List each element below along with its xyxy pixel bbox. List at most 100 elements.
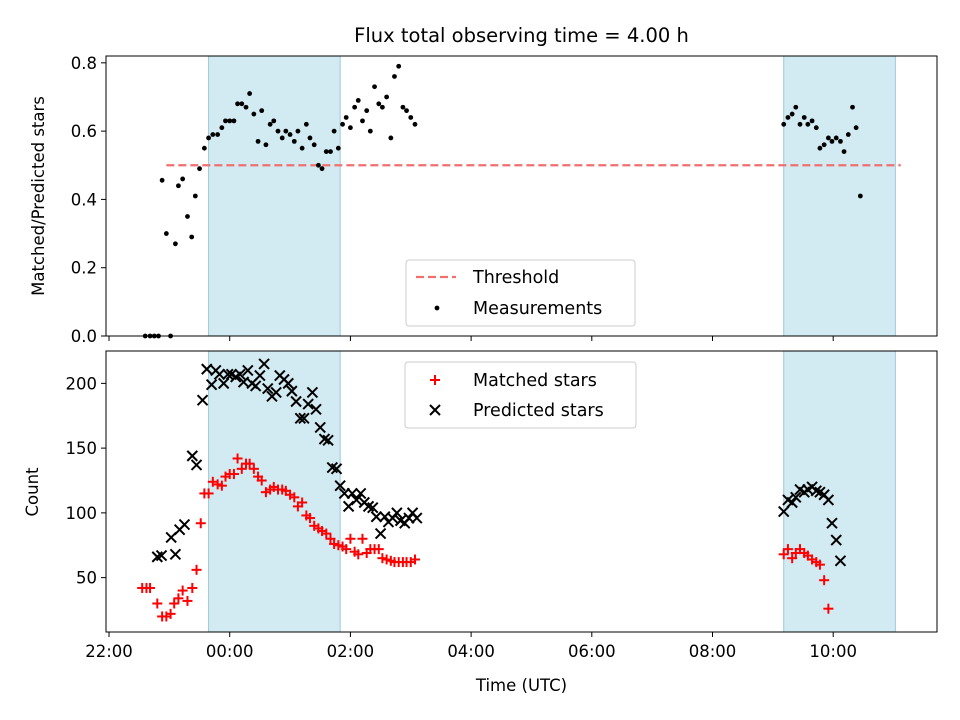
measurement-point [189,234,195,240]
predicted-star-point [810,485,823,497]
ratio-legend: Threshold Measurements [405,259,636,327]
legend-frame [404,361,637,429]
count-y-ticks: 50 100 150 200 [66,374,106,588]
measurement-point [825,135,831,141]
measurement-point [340,121,345,127]
predicted-star-point [234,368,246,381]
observing-span-1 [783,350,896,633]
measurement-point [263,142,269,148]
measurement-point [251,111,257,117]
legend-frame [405,259,636,327]
predicted-star-point [374,527,387,540]
measurement-point [275,128,281,134]
measurement-point [331,128,337,134]
measurement-point [352,104,358,110]
predicted-star-point [298,412,310,425]
predicted-star-point [830,534,842,546]
predicted-star-point [254,369,266,382]
predicted-star-point [222,368,234,381]
matched-star-point [173,593,184,604]
matched-star-point [187,582,198,593]
measurement-point [173,241,178,247]
measurement-point [201,145,207,151]
measurement-point [295,128,301,134]
legend-threshold-label: Threshold [472,268,559,288]
measurement-point [231,118,237,124]
legend-predicted-label: Predicted stars [473,401,604,421]
matched-star-point [353,549,364,560]
measurement-point [793,104,799,110]
predicted-star-point [190,459,203,471]
ratio-y-tick-label: 0.8 [71,54,97,73]
measurement-point [335,145,341,151]
measurement-point [197,166,202,172]
measurement-point [235,101,240,107]
measurement-point [323,149,329,155]
measurement-point [360,118,365,124]
measurement-point [829,138,835,144]
predicted-star-point [834,555,847,567]
measurement-point [833,135,839,141]
predicted-star-point [367,501,379,514]
matched-star-point [191,564,202,575]
matched-star-point [325,533,336,544]
observing-span-0 [208,55,341,337]
measurement-point [206,135,211,141]
measurement-point [367,128,373,134]
predicted-star-point [391,507,403,519]
predicted-star-point [354,487,367,500]
legend-matched-label: Matched stars [473,371,597,391]
matched-star-point [341,544,352,555]
measurement-point [857,193,863,199]
matched-star-point [228,469,239,480]
matched-star-point [216,480,227,491]
matched-star-point [145,582,156,593]
measurement-point [279,135,285,141]
count-y-tick-label: 150 [66,439,98,458]
measurement-point [376,101,382,107]
measurement-point [316,162,321,168]
predicted-star-point [196,394,209,406]
ratio-y-tick-label: 0.0 [71,327,97,346]
ratio-y-ticks: 0.0 0.2 0.4 0.6 0.8 [71,54,106,346]
matched-star-point [203,488,214,499]
predicted-star-point [370,511,383,523]
matched-star-point [345,533,356,544]
measurement-point [404,108,409,114]
predicted-star-point [822,494,835,506]
matched-star-point [373,544,384,555]
ratio-y-axis-label: Matched/Predicted stars [29,96,48,296]
predicted-star-point [155,549,168,562]
measurement-point [785,115,791,120]
measurement-point [255,138,261,144]
measurement-point [311,142,317,148]
predicted-star-point [786,496,798,509]
measurement-point [821,142,827,148]
measurement-point [259,108,265,114]
predicted-star-point [282,377,294,390]
matched-star-point [177,585,188,596]
predicted-star-point [778,505,790,518]
observing-span-1 [783,55,896,337]
legend-measurements-swatch [434,305,440,311]
predicted-star-point [258,358,270,370]
measurement-point [388,135,394,141]
measurement-point [817,145,823,151]
legend-predicted-swatch [429,404,441,416]
measurement-point [328,149,333,155]
measurement-point [781,121,787,127]
matched-star-point [244,458,255,469]
measurement-point [850,104,855,110]
time-x-axis-label: Time (UTC) [475,676,567,695]
measurement-point [396,63,402,69]
measurement-point [247,91,253,96]
matched-star-point [297,497,308,508]
count-y-tick-label: 200 [66,374,98,393]
measurement-point [307,135,313,141]
time-x-tick-label: 22:00 [85,642,133,661]
matched-star-point [232,453,243,464]
matched-star-point [823,603,834,614]
measurement-point [176,183,181,189]
measurement-point [287,132,293,137]
